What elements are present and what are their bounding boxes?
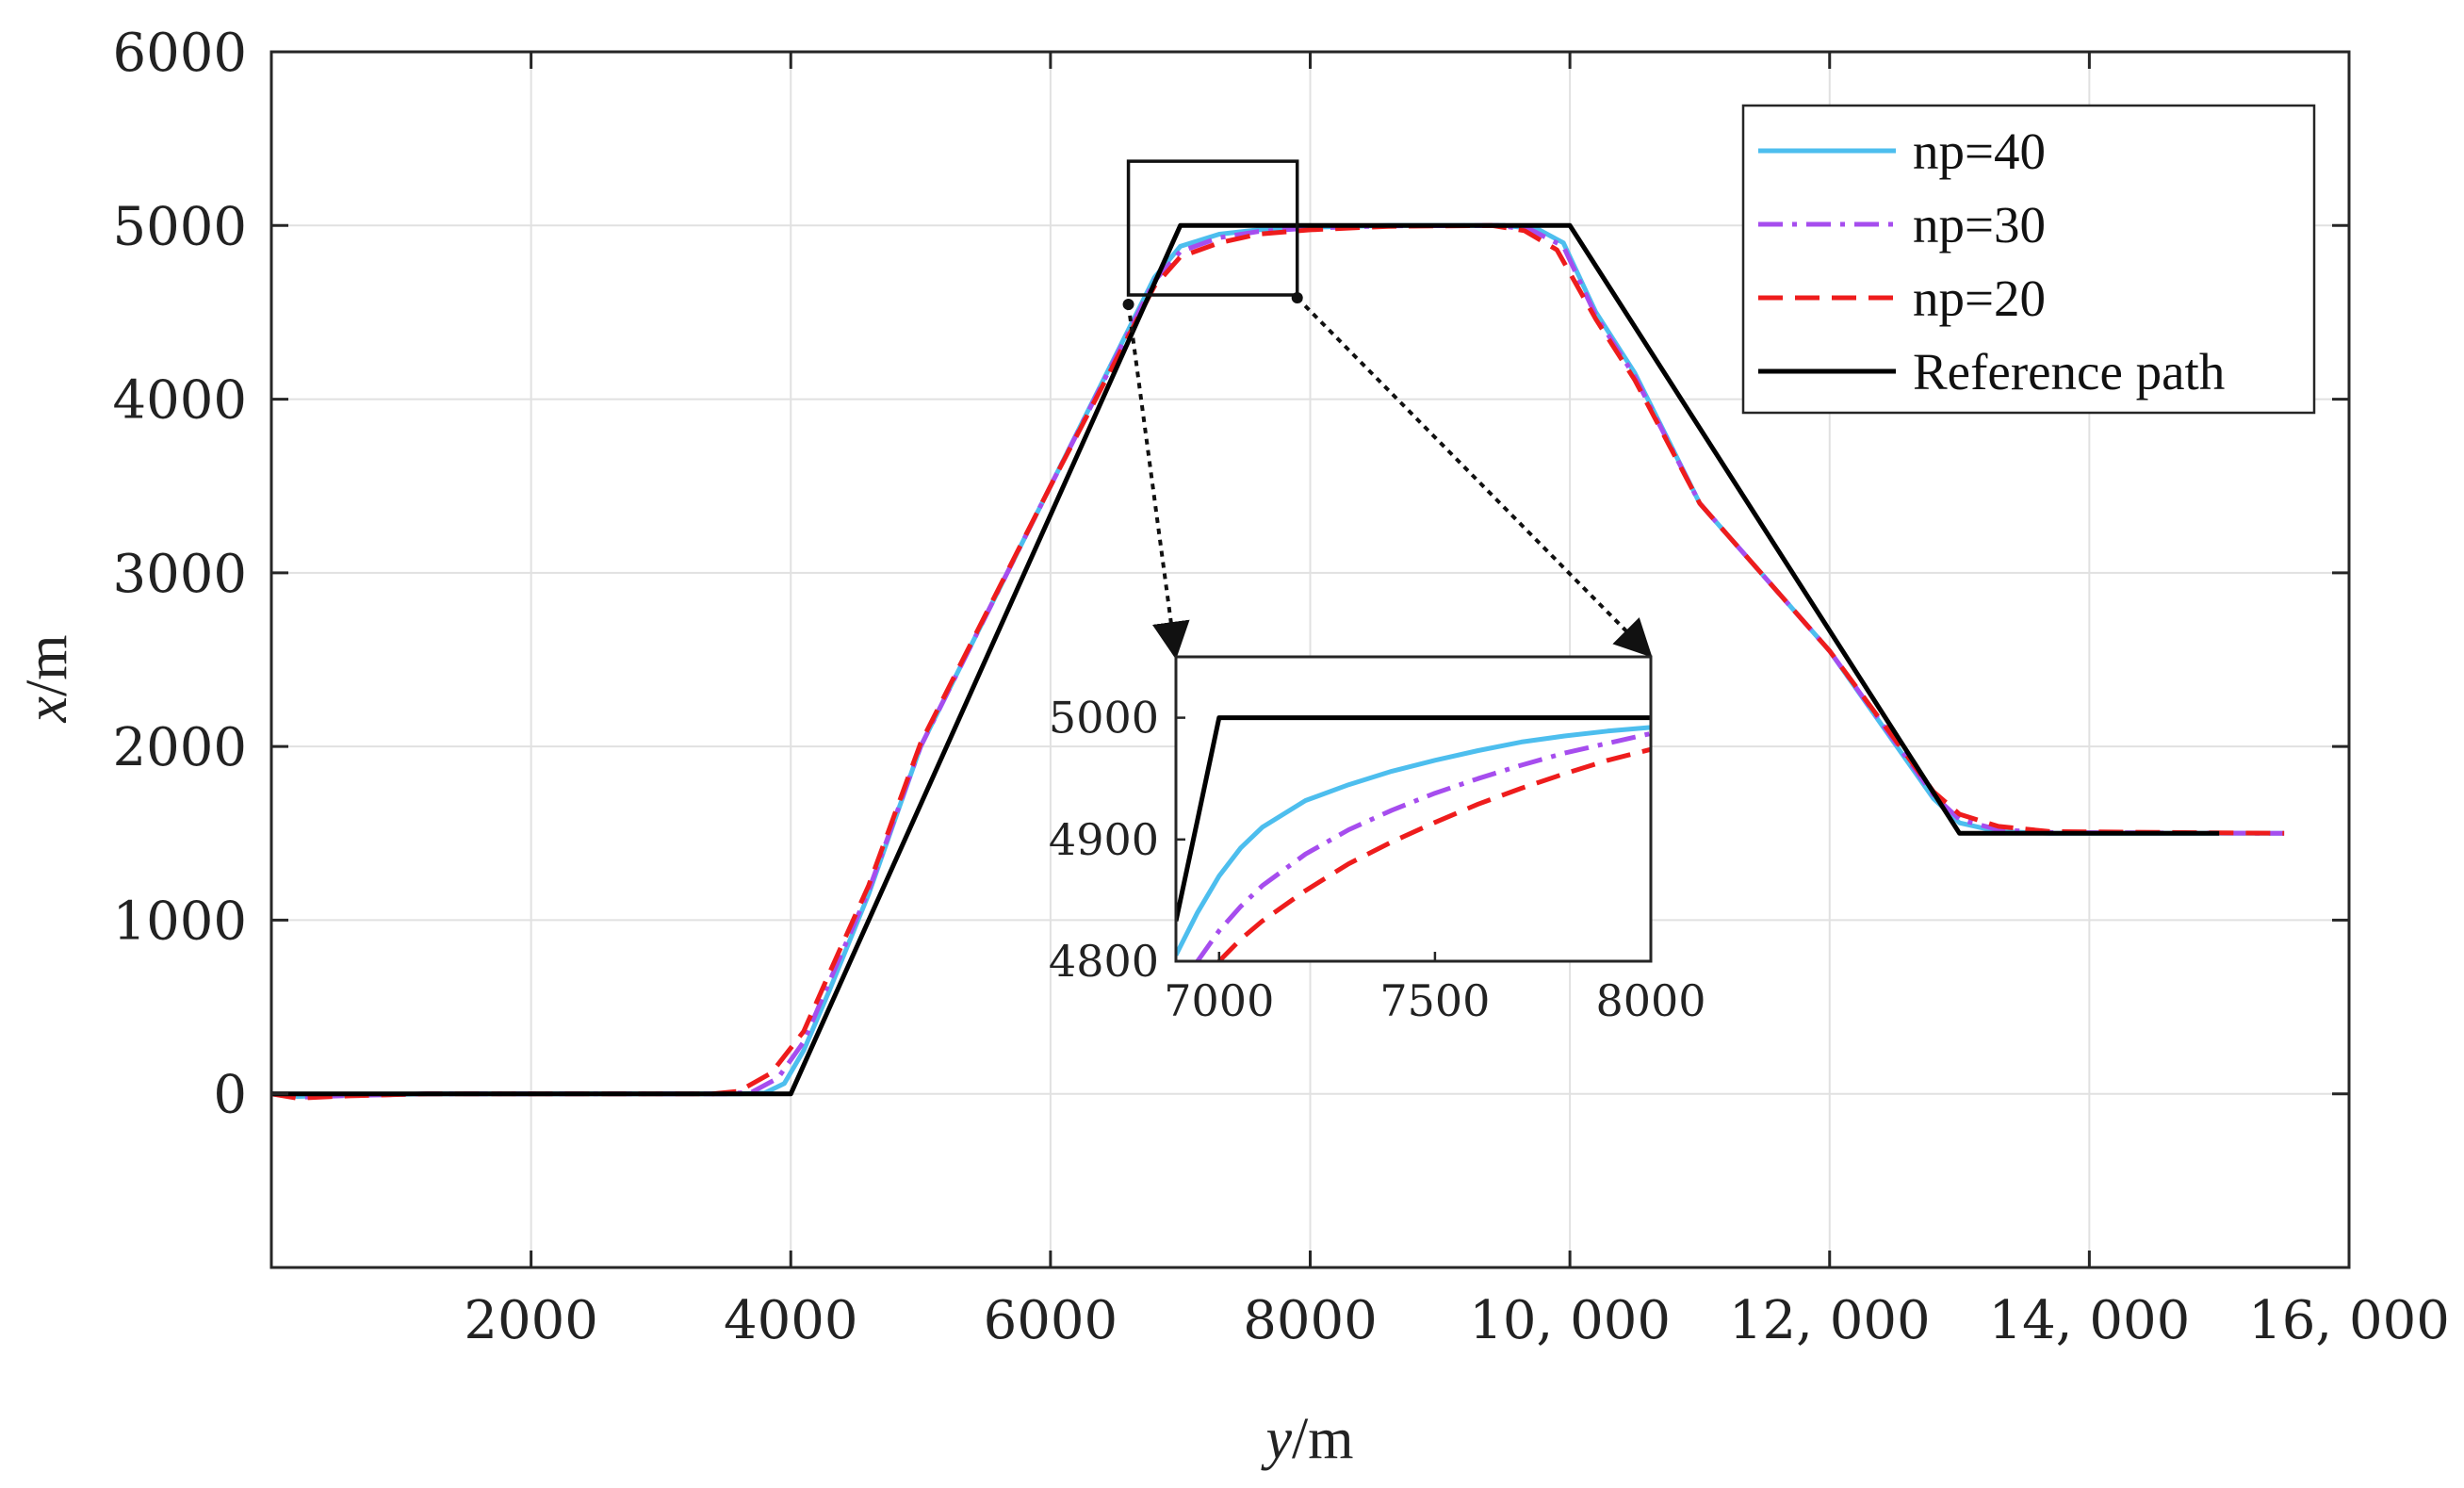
legend-box <box>1741 104 2316 415</box>
x-tick-label: 4000 <box>724 1290 858 1351</box>
inset: 7000 7500 8000 4800 4900 5000 <box>1049 655 1706 1026</box>
legend: np=40 np=30 np=20 Reference path <box>1741 104 2316 415</box>
x-axis-label: y/m <box>1261 1407 1354 1471</box>
inset-series-line-reference-path <box>1176 715 1651 922</box>
x-tick-label: 16, 000 <box>2248 1290 2450 1351</box>
zoom-indicator <box>1122 159 1653 660</box>
x-tick-label: 8000 <box>1243 1290 1378 1351</box>
y-tick-label: 2000 <box>112 717 247 778</box>
y-tick-label: 5000 <box>112 196 247 257</box>
inset-x-tick-label: 8000 <box>1595 975 1705 1026</box>
series-group <box>271 222 2285 1101</box>
inset-y-tick-label: 5000 <box>1049 693 1159 744</box>
y-tick-label: 3000 <box>112 544 247 605</box>
zoom-arrow-right <box>1296 296 1653 658</box>
y-axis-unit: /m <box>15 635 79 696</box>
inset-x-tick-label: 7500 <box>1379 975 1490 1026</box>
x-tick-label: 6000 <box>984 1290 1118 1351</box>
y-tick-label: 6000 <box>112 23 247 84</box>
inset-background <box>1176 657 1651 961</box>
y-axis-variable: x <box>15 695 79 723</box>
y-axis-label: x/m <box>15 635 79 724</box>
inset-axes: 7000 7500 8000 4800 4900 5000 <box>1049 693 1706 1026</box>
inset-series-line-np-40 <box>1176 725 1651 957</box>
inset-series-line-np-20 <box>1217 746 1651 961</box>
inset-series-group <box>1176 715 1651 961</box>
y-axis: 0 1000 2000 3000 4000 5000 6000 <box>112 23 2349 1126</box>
legend-label-np-20: np=20 <box>1913 270 2046 327</box>
legend-items: np=40 np=30 np=20 Reference path <box>1758 123 2225 401</box>
zoom-arrow-left <box>1126 303 1190 660</box>
x-axis-unit: /m <box>1292 1407 1353 1471</box>
zoom-box <box>1126 159 1299 297</box>
inset-series-line-np-30 <box>1195 730 1651 961</box>
x-tick-label: 2000 <box>464 1290 598 1351</box>
y-tick-label: 4000 <box>112 370 247 432</box>
legend-label-np-40: np=40 <box>1913 123 2046 180</box>
legend-label-np-30: np=30 <box>1913 196 2046 253</box>
inset-x-tick-label: 7000 <box>1164 975 1274 1026</box>
inset-y-tick-label: 4800 <box>1049 936 1159 987</box>
y-tick-label: 0 <box>213 1065 247 1126</box>
series-line-reference-path <box>271 222 2220 1097</box>
x-axis: 2000 4000 6000 8000 10, 000 12, 000 14, 000 16,… <box>464 52 2450 1351</box>
inset-frame <box>1174 655 1653 963</box>
x-tick-label: 10, 000 <box>1469 1290 1671 1351</box>
y-tick-label: 1000 <box>112 891 247 952</box>
inset-y-tick-label: 4900 <box>1049 814 1159 865</box>
x-tick-label: 14, 000 <box>1989 1290 2191 1351</box>
x-tick-label: 12, 000 <box>1729 1290 1931 1351</box>
legend-label-reference-path: Reference path <box>1913 343 2225 401</box>
x-axis-variable: y <box>1261 1407 1293 1471</box>
